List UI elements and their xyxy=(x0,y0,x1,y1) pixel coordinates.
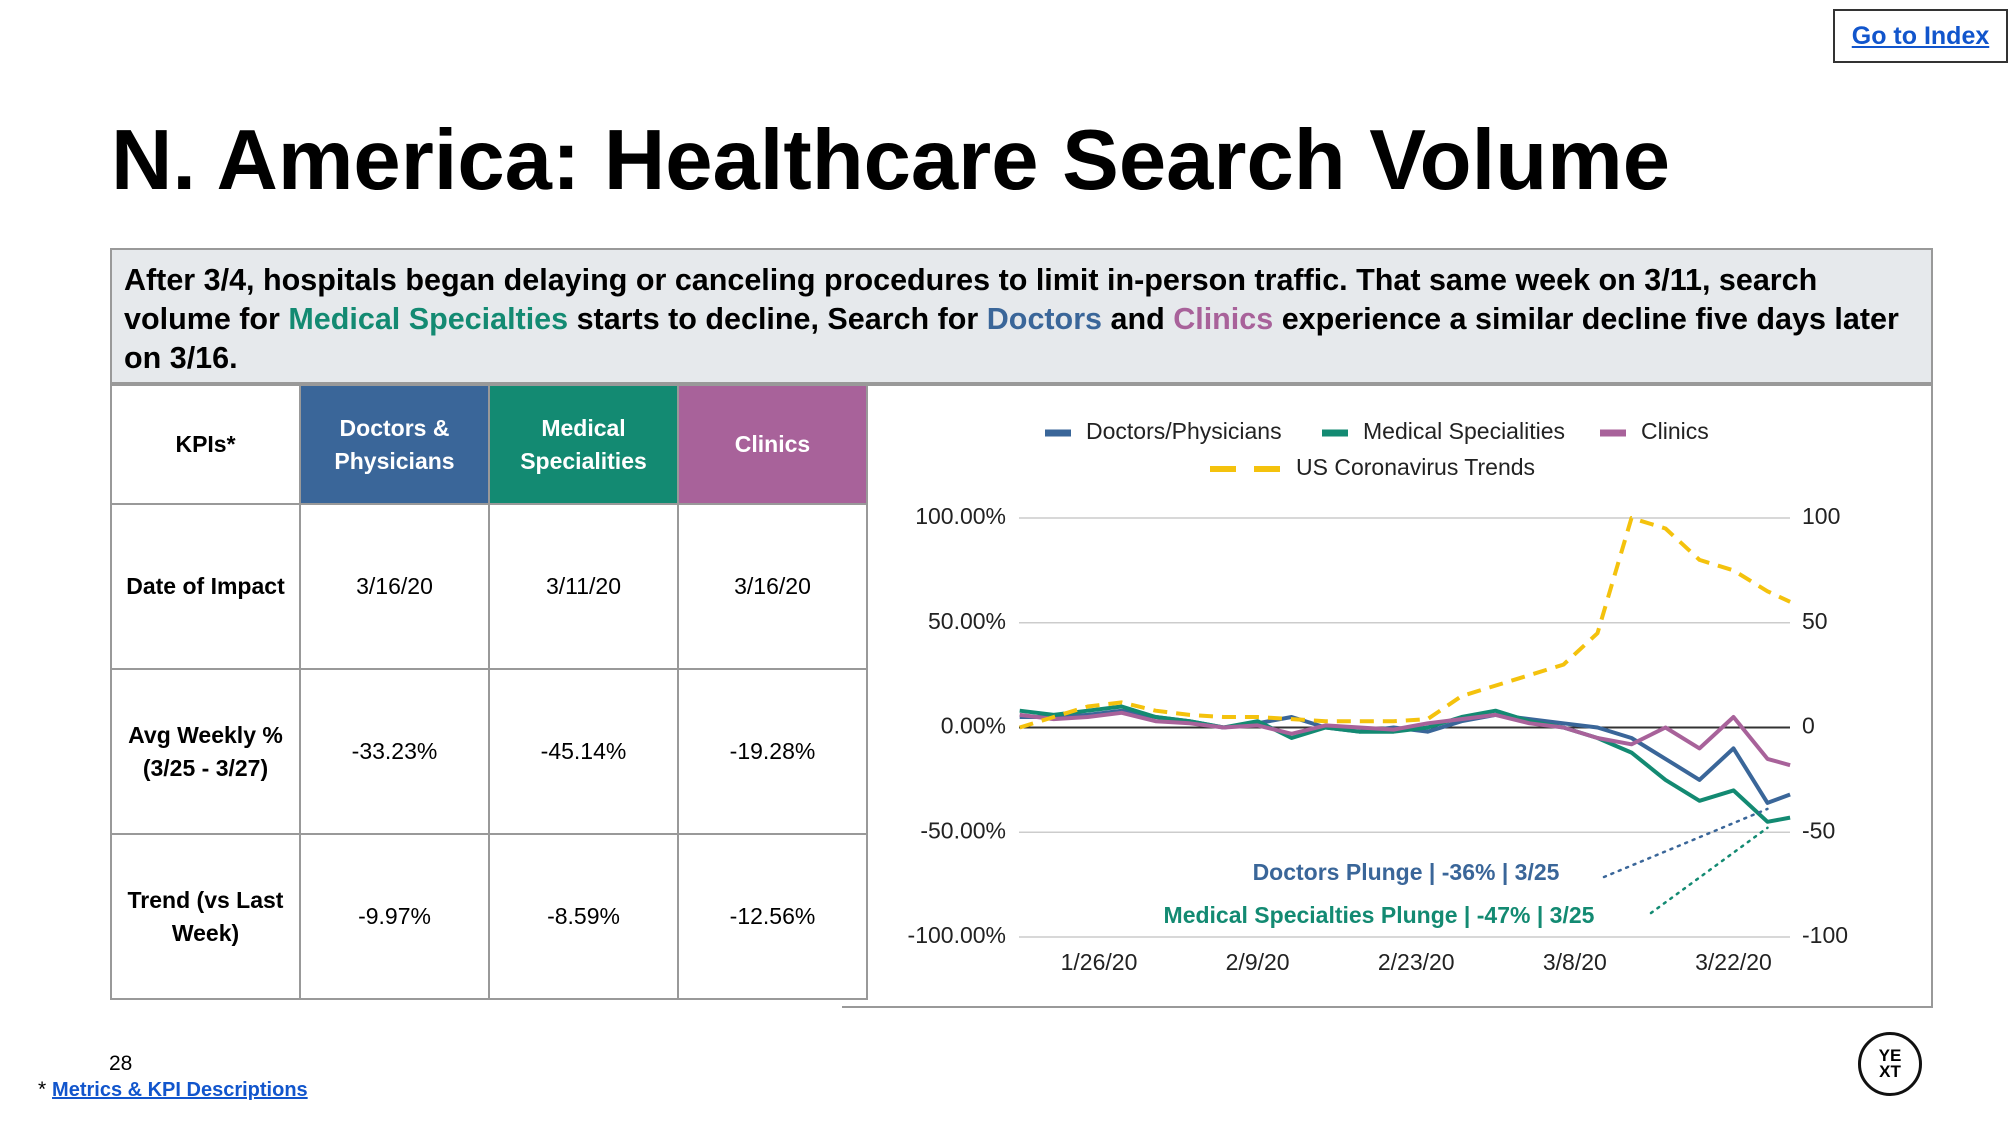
y-tick-label: -100.00% xyxy=(908,922,1006,948)
row-label: Trend (vs Last Week) xyxy=(110,833,301,1000)
annotation: Doctors Plunge | -36% | 3/25 xyxy=(1253,859,1560,885)
header-cell: Medical Specialities xyxy=(488,384,679,505)
slide-title: N. America: Healthcare Search Volume xyxy=(111,113,1670,208)
header-row: KPIs* Doctors & Physicians Medical Speci… xyxy=(110,384,868,505)
logo-text: YE xyxy=(1878,1046,1902,1065)
footnote: * Metrics & KPI Descriptions xyxy=(38,1078,308,1102)
y2-tick-label: 100 xyxy=(1802,503,1840,529)
series-line xyxy=(1019,708,1791,805)
summary-highlight: Doctors xyxy=(986,302,1103,336)
annotation: Medical Specialties Plunge | -47% | 3/25 xyxy=(1164,902,1595,928)
chart-panel: 100.00% 50.00% 0.00% -50.00% -100.00% 100 50 0 -… xyxy=(842,384,1933,1008)
header-cell: Doctors & Physicians xyxy=(299,384,490,505)
go-to-index-link[interactable]: Go to Index xyxy=(1851,21,1990,50)
summary-text: and xyxy=(1102,302,1174,336)
cell: -9.97% xyxy=(299,833,490,1000)
nav-button[interactable]: Go to Index xyxy=(1833,9,2008,63)
header-cell: KPIs* xyxy=(110,384,301,505)
y2-tick-label: -100 xyxy=(1802,922,1848,948)
cell: -12.56% xyxy=(677,833,868,1000)
legend-label: US Coronavirus Trends xyxy=(1296,454,1535,480)
x-tick-label: 3/22/20 xyxy=(1695,949,1772,975)
series-line xyxy=(1019,516,1791,730)
footnote-mark: * xyxy=(38,1078,47,1101)
logo: YE XT xyxy=(1858,1032,1922,1096)
cell: 3/16/20 xyxy=(677,503,868,670)
logo-text: XT xyxy=(1879,1062,1901,1081)
header-cell: Clinics xyxy=(677,384,868,505)
cell: 3/16/20 xyxy=(299,503,490,670)
legend-label: Medical Specialities xyxy=(1363,418,1565,444)
legend-label: Clinics xyxy=(1641,418,1709,444)
cell: -8.59% xyxy=(488,833,679,1000)
x-tick-label: 2/23/20 xyxy=(1378,949,1455,975)
y-tick-label: -50.00% xyxy=(920,817,1006,843)
cell: -33.23% xyxy=(299,668,490,835)
series-line xyxy=(1019,704,1791,824)
y-tick-label: 50.00% xyxy=(928,608,1006,634)
annotation-pointer xyxy=(1649,826,1769,915)
row: Avg Weekly % (3/25 - 3/27) -33.23% -45.1… xyxy=(110,668,868,835)
summary-box: After 3/4, hospitals began delaying or c… xyxy=(110,248,1933,384)
summary-highlight: Medical Specialties xyxy=(288,302,569,336)
legend-label: Doctors/Physicians xyxy=(1086,418,1282,444)
y-tick-label: 0.00% xyxy=(941,713,1006,739)
summary-highlight: Clinics xyxy=(1173,302,1274,336)
x-tick-label: 2/9/20 xyxy=(1226,949,1290,975)
cell: -45.14% xyxy=(488,668,679,835)
page-number: 28 xyxy=(109,1052,133,1075)
metrics-link[interactable]: Metrics & KPI Descriptions xyxy=(52,1079,308,1101)
row: Trend (vs Last Week) -9.97% -8.59% -12.5… xyxy=(110,833,868,1000)
x-tick-label: 1/26/20 xyxy=(1061,949,1138,975)
y2-tick-label: 50 xyxy=(1802,608,1828,634)
summary-text: experience a similar decline five days l… xyxy=(124,302,1899,375)
series-line xyxy=(1019,710,1791,768)
cell: -19.28% xyxy=(677,668,868,835)
cell: 3/11/20 xyxy=(488,503,679,670)
annotation-pointer xyxy=(1602,807,1769,879)
y-tick-label: 100.00% xyxy=(915,503,1006,529)
chart: 100.00% 50.00% 0.00% -50.00% -100.00% 100 50 0 -… xyxy=(908,418,1849,975)
summary-text: After 3/4, hospitals began delaying or c… xyxy=(124,263,1818,336)
row-label: Date of Impact xyxy=(110,503,301,670)
kpi-table: KPIs* Doctors & Physicians Medical Speci… xyxy=(110,384,868,1000)
y2-tick-label: -50 xyxy=(1802,817,1835,843)
row: Date of Impact 3/16/20 3/11/20 3/16/20 xyxy=(110,503,868,670)
x-tick-label: 3/8/20 xyxy=(1543,949,1607,975)
row-label: Avg Weekly % (3/25 - 3/27) xyxy=(110,668,301,835)
summary-text: starts to decline, Search for xyxy=(568,302,987,336)
y2-tick-label: 0 xyxy=(1802,713,1815,739)
